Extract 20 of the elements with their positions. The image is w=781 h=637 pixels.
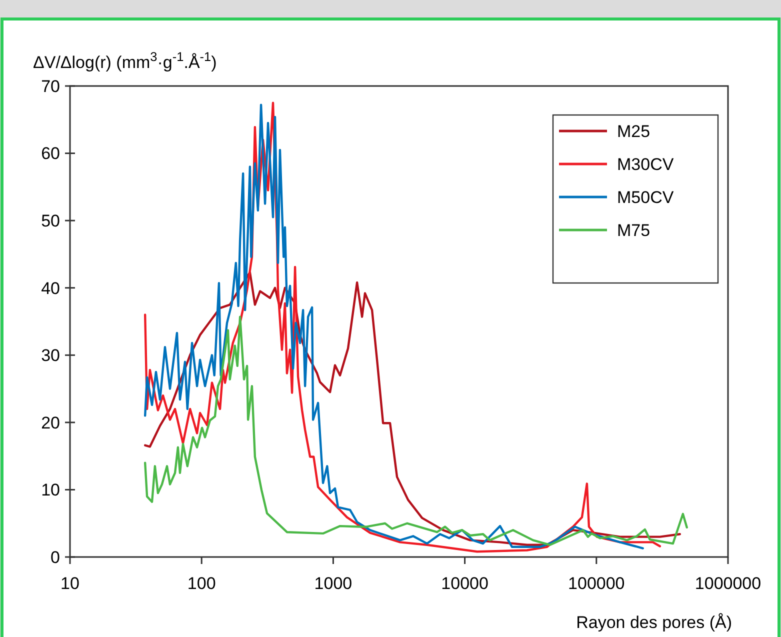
x-tick-label: 100000 [568, 574, 625, 593]
y-axis-title: ΔV/Δlog(r) (mm$^{3}$·g$^{-1}$.Å$^{-1}$) [33, 48, 217, 72]
y-tick-label: 0 [50, 548, 60, 567]
legend-label: M25 [617, 122, 650, 141]
legend-label: M50CV [617, 188, 674, 207]
x-tick-label: 10000 [441, 574, 488, 593]
x-tick-label: 1000000 [694, 574, 762, 593]
x-tick-label: 100 [187, 574, 216, 593]
y-tick-label: 40 [41, 278, 60, 298]
y-tick-label: 10 [41, 480, 60, 500]
x-axis-title: Rayon des pores (Å) [576, 613, 732, 632]
y-tick-label: 50 [41, 212, 60, 231]
y-tick-label: 60 [41, 144, 60, 164]
y-tick-label: 20 [41, 413, 60, 432]
x-tick-label: 10 [60, 574, 80, 593]
y-tick-label: 30 [41, 346, 60, 366]
y-tick-label: 70 [41, 76, 60, 96]
legend-label: M75 [617, 220, 650, 240]
x-tick-label: 1000 [314, 574, 352, 593]
legend-label: M30CV [617, 154, 674, 174]
